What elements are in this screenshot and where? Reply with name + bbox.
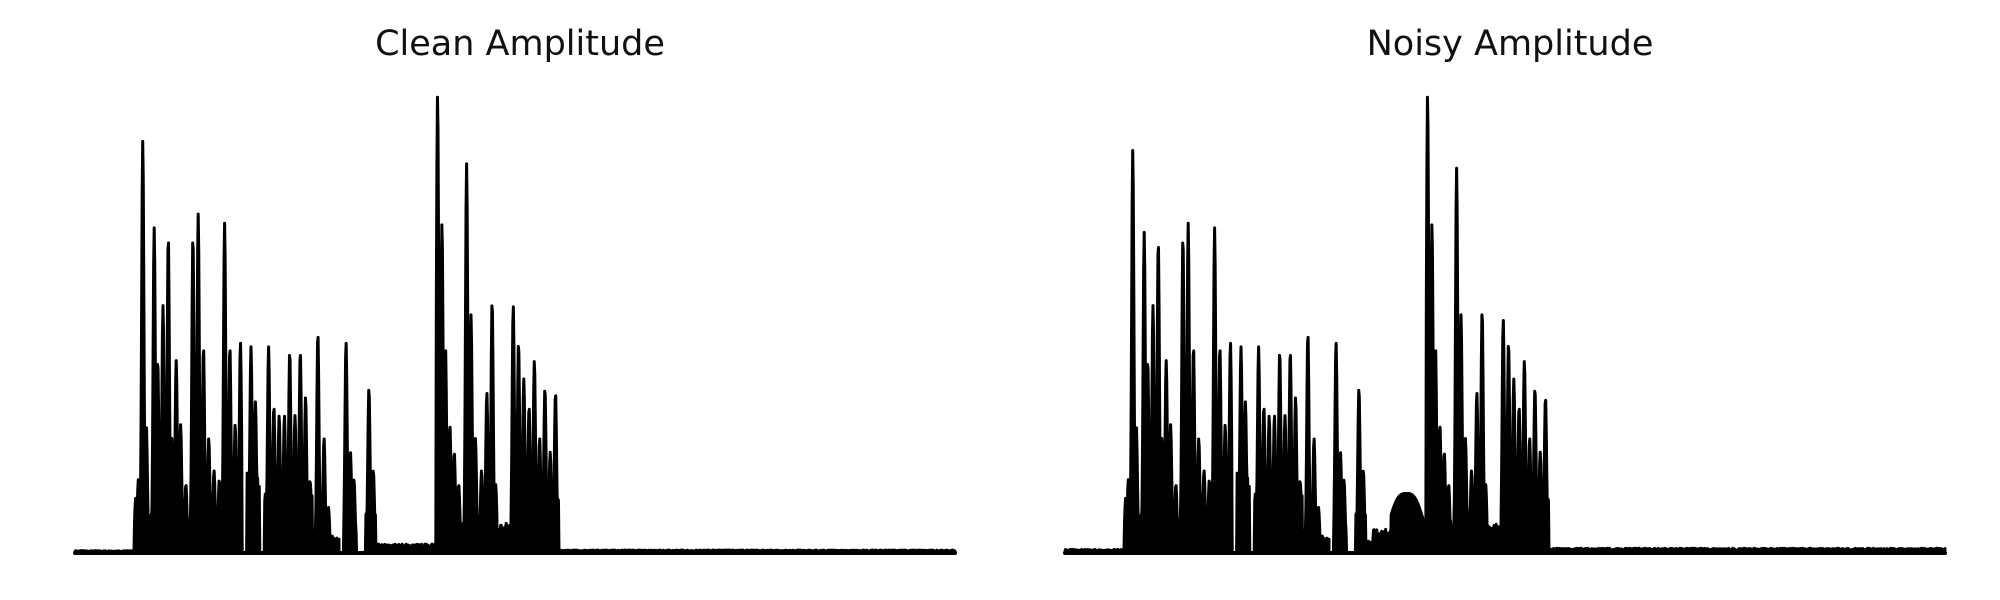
chart-panel-clean: Clean Amplitude — [40, 0, 1000, 600]
amplitude-segment — [1301, 335, 1322, 555]
amplitude-segment — [1499, 319, 1551, 555]
amplitude-segment — [434, 95, 464, 555]
chart-title: Clean Amplitude — [375, 24, 665, 64]
amplitude-segment — [1235, 345, 1252, 555]
amplitude-segment — [1177, 221, 1234, 555]
amplitude-segment — [1450, 166, 1489, 555]
amplitude-segment — [1252, 345, 1305, 555]
amplitude-segment — [187, 212, 244, 555]
amplitude-segment — [262, 345, 315, 555]
amplitude-segment — [1485, 522, 1503, 555]
amplitude-segment — [1353, 388, 1368, 555]
amplitude-segment — [495, 521, 513, 555]
amplitude-plot — [73, 95, 957, 555]
amplitude-plot — [1063, 95, 1947, 555]
amplitude-segment — [1331, 341, 1349, 555]
amplitude-segment — [1424, 95, 1454, 555]
amplitude-segment — [132, 139, 152, 555]
amplitude-segment — [374, 542, 438, 555]
amplitude-segment — [509, 305, 561, 555]
amplitude-segment — [363, 388, 378, 555]
amplitude-segment — [1122, 149, 1142, 555]
chart-title: Noisy Amplitude — [1366, 24, 1654, 64]
amplitude-segment — [328, 534, 341, 555]
amplitude-segment — [311, 335, 332, 555]
amplitude-segment — [148, 226, 191, 555]
amplitude-segment — [341, 341, 359, 555]
chart-panel-noisy: Noisy Amplitude — [1030, 0, 1990, 600]
amplitude-series — [1063, 95, 1947, 555]
amplitude-series — [73, 95, 957, 555]
amplitude-segment — [1138, 230, 1181, 555]
amplitude-segment — [1318, 534, 1331, 555]
amplitude-segment — [460, 162, 499, 555]
amplitude-segment — [1371, 527, 1393, 555]
amplitude-segment — [1389, 491, 1428, 555]
amplitude-segment — [245, 345, 262, 555]
